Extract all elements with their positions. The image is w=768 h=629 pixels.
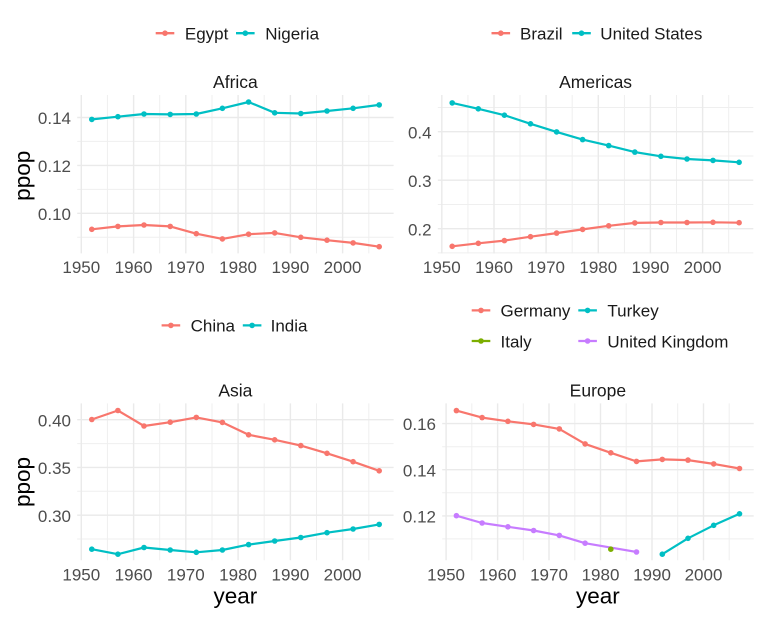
svg-text:1970: 1970 bbox=[527, 258, 565, 277]
svg-text:year: year bbox=[214, 584, 258, 609]
svg-text:India: India bbox=[271, 317, 308, 336]
svg-text:2000: 2000 bbox=[324, 258, 362, 277]
svg-text:0.14: 0.14 bbox=[38, 109, 71, 128]
svg-text:0.12: 0.12 bbox=[38, 157, 71, 176]
svg-text:Africa: Africa bbox=[213, 72, 258, 92]
svg-text:1980: 1980 bbox=[219, 258, 257, 277]
svg-text:1950: 1950 bbox=[62, 258, 100, 277]
svg-text:Americas: Americas bbox=[559, 72, 632, 92]
svg-text:Egypt: Egypt bbox=[185, 25, 229, 44]
svg-text:1970: 1970 bbox=[530, 566, 568, 585]
svg-text:Asia: Asia bbox=[218, 380, 252, 400]
svg-text:0.30: 0.30 bbox=[38, 507, 71, 526]
svg-text:1990: 1990 bbox=[631, 258, 669, 277]
svg-text:United Kingdom: United Kingdom bbox=[607, 332, 728, 351]
svg-text:0.16: 0.16 bbox=[403, 415, 436, 434]
svg-text:2000: 2000 bbox=[324, 566, 362, 585]
svg-text:China: China bbox=[191, 317, 236, 336]
svg-text:1970: 1970 bbox=[167, 566, 205, 585]
svg-text:0.40: 0.40 bbox=[38, 411, 71, 430]
svg-text:1950: 1950 bbox=[423, 258, 461, 277]
svg-text:Germany: Germany bbox=[501, 302, 571, 321]
svg-text:0.3: 0.3 bbox=[408, 172, 432, 191]
svg-text:1980: 1980 bbox=[579, 258, 617, 277]
svg-text:1970: 1970 bbox=[167, 258, 205, 277]
svg-text:0.10: 0.10 bbox=[38, 205, 71, 224]
svg-text:1960: 1960 bbox=[479, 566, 517, 585]
svg-text:1980: 1980 bbox=[219, 566, 257, 585]
svg-text:0.35: 0.35 bbox=[38, 459, 71, 478]
svg-text:1950: 1950 bbox=[427, 566, 465, 585]
svg-text:1990: 1990 bbox=[633, 566, 671, 585]
svg-text:0.2: 0.2 bbox=[408, 220, 432, 239]
svg-text:0.14: 0.14 bbox=[403, 461, 436, 480]
svg-text:0.4: 0.4 bbox=[408, 123, 432, 142]
svg-text:Turkey: Turkey bbox=[607, 302, 659, 321]
svg-text:Europe: Europe bbox=[570, 380, 626, 400]
svg-text:ppop: ppop bbox=[10, 457, 35, 507]
svg-text:United States: United States bbox=[600, 25, 702, 44]
svg-text:Brazil: Brazil bbox=[520, 25, 563, 44]
svg-text:1990: 1990 bbox=[271, 566, 309, 585]
svg-text:1990: 1990 bbox=[271, 258, 309, 277]
svg-text:2000: 2000 bbox=[684, 258, 722, 277]
svg-text:2000: 2000 bbox=[685, 566, 723, 585]
svg-text:1960: 1960 bbox=[115, 258, 153, 277]
svg-text:ppop: ppop bbox=[10, 151, 35, 201]
svg-text:Nigeria: Nigeria bbox=[265, 25, 319, 44]
svg-text:1960: 1960 bbox=[115, 566, 153, 585]
svg-text:0.12: 0.12 bbox=[403, 508, 436, 527]
svg-text:1980: 1980 bbox=[582, 566, 620, 585]
svg-text:Italy: Italy bbox=[501, 332, 533, 351]
svg-text:year: year bbox=[576, 584, 620, 609]
svg-text:1960: 1960 bbox=[475, 258, 513, 277]
svg-text:1950: 1950 bbox=[62, 566, 100, 585]
